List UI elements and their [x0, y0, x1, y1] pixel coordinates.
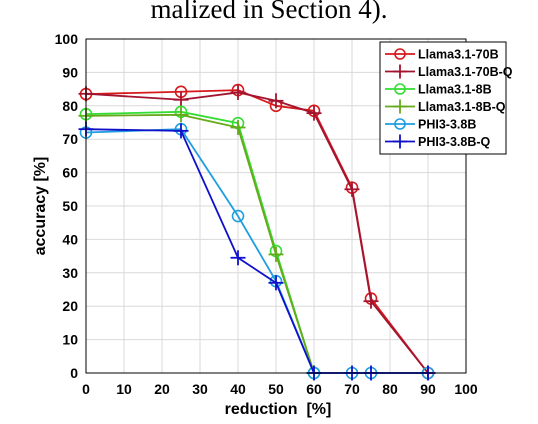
x-tick-label: 50 [268, 381, 284, 397]
x-tick-label: 10 [116, 381, 132, 397]
y-tick-label: 0 [70, 365, 78, 381]
y-tick-label: 10 [62, 332, 78, 348]
y-tick-label: 50 [62, 198, 78, 214]
data-point-plus [363, 293, 379, 309]
data-point-plus [173, 123, 189, 139]
x-tick-label: 0 [82, 381, 90, 397]
x-tick-label: 70 [344, 381, 360, 397]
series-path [85, 91, 429, 374]
y-tick-label: 60 [62, 165, 78, 181]
data-point-plus [268, 246, 284, 262]
plus-marker [393, 99, 407, 114]
legend-entry: Llama3.1-70B [385, 48, 499, 62]
series-path [85, 89, 429, 374]
legend-label: Llama3.1-8B [418, 83, 492, 97]
x-tick-label: 20 [154, 381, 170, 397]
tick-labels: 0 10 20 30 40 50 60 70 80 90 100 0 10 20 30 40 50 60 70 80 9… [55, 31, 478, 397]
y-tick-label: 20 [62, 298, 78, 314]
x-tick-label: 100 [454, 381, 478, 397]
x-tick-label: 30 [192, 381, 208, 397]
plot-frame [85, 38, 467, 374]
data-point-circle [231, 209, 245, 223]
legend-entry: PHI3-3.8B-Q [385, 134, 491, 149]
y-tick-label: 90 [62, 64, 78, 80]
data-point-plus [173, 107, 189, 123]
legend-entry: Llama3.1-8B [385, 83, 492, 97]
series-line [79, 122, 435, 380]
x-tick-label: 60 [306, 381, 322, 397]
x-axis-label: reduction [%] [225, 401, 332, 418]
caption-text: malized in Section 4). [150, 0, 388, 24]
data-point-plus [306, 105, 322, 121]
data-point-plus [344, 181, 360, 197]
series-path [85, 128, 428, 374]
y-tick-label: 30 [62, 265, 78, 281]
y-tick-label: 40 [62, 231, 78, 247]
x-tick-label: 90 [420, 381, 436, 397]
legend-label: Llama3.1-70B [418, 48, 499, 62]
circle-marker [394, 83, 406, 95]
legend: Llama3.1-70B Llama3.1-70B-Q Llama3.1-8B Lla… [379, 41, 513, 155]
series-line [78, 121, 436, 381]
circle-marker [394, 48, 406, 60]
y-tick-label: 100 [55, 31, 79, 47]
legend-label: PHI3-3.8B [418, 118, 476, 132]
legend-box [379, 41, 507, 155]
legend-label: Llama3.1-70B-Q [418, 65, 513, 79]
data-point-plus [173, 92, 189, 108]
y-tick-label: 70 [62, 131, 78, 147]
data-point-plus [230, 84, 246, 100]
plus-marker [393, 64, 407, 79]
x-tick-label: 40 [230, 381, 246, 397]
legend-label: PHI3-3.8B-Q [418, 135, 491, 149]
data-point-plus [268, 275, 284, 291]
data-point-plus [230, 120, 246, 136]
legend-entry: PHI3-3.8B [385, 118, 476, 132]
data-point-plus [268, 93, 284, 109]
y-tick-label: 80 [62, 98, 78, 114]
legend-entry: Llama3.1-70B-Q [385, 64, 513, 79]
circle-marker [394, 118, 406, 130]
series-path [85, 128, 428, 374]
x-tick-label: 80 [382, 381, 398, 397]
legend-label: Llama3.1-8B-Q [418, 100, 506, 114]
data-point-plus [230, 250, 246, 266]
y-axis-label: accuracy [%] [32, 157, 49, 256]
legend-entry: Llama3.1-8B-Q [385, 99, 506, 114]
plus-marker [393, 134, 407, 149]
